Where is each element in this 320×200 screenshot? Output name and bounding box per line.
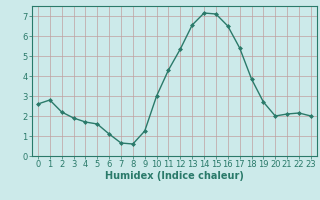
- X-axis label: Humidex (Indice chaleur): Humidex (Indice chaleur): [105, 171, 244, 181]
